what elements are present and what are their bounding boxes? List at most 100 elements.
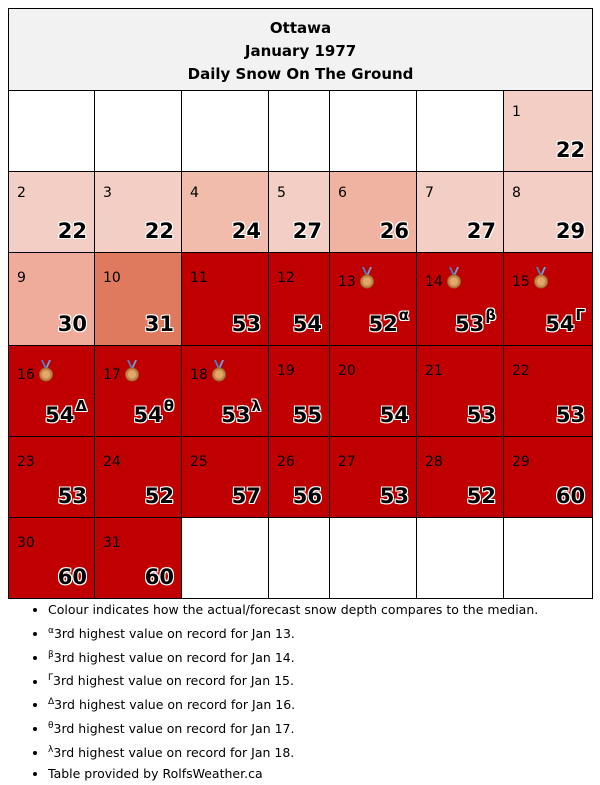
snow-depth-value: 56 [293, 484, 322, 508]
day-cell: 4 24 [181, 171, 269, 253]
snow-depth-value: 24 [232, 219, 261, 243]
record-note-mark: Γ [48, 673, 54, 684]
day-number: 18 [190, 360, 228, 386]
day-cell: 26 56 [268, 436, 330, 518]
day-cell: 29 60 [502, 436, 594, 518]
day-number-text: 17 [103, 367, 121, 383]
snow-depth-number: 24 [231, 219, 261, 243]
snow-depth-value: 52α [368, 306, 409, 336]
day-number: 16 [17, 360, 55, 386]
day-cell: 1 22 [502, 90, 594, 172]
record-note: Γ3rd highest value on record for Jan 15. [48, 668, 600, 692]
record-note-mark: β [48, 649, 54, 660]
snow-depth-number: 22 [555, 138, 586, 162]
record-note-text: 3rd highest value on record for Jan 14. [53, 649, 295, 665]
day-number-text: 1 [512, 104, 521, 120]
snow-depth-number: 22 [144, 219, 174, 243]
record-note-text: 3rd highest value on record for Jan 17. [53, 721, 295, 737]
day-cell: 31 60 [94, 517, 182, 599]
day-number-text: 28 [425, 454, 443, 470]
table-subtitle: Daily Snow On The Ground [187, 65, 414, 83]
snow-depth-value: 31 [145, 312, 174, 336]
snow-depth-number: 54 [545, 312, 575, 336]
snow-depth-value: 54Γ [545, 306, 585, 336]
bronze-medal-icon [210, 360, 228, 382]
day-number-text: 14 [425, 274, 443, 290]
snow-depth-value: 54 [293, 312, 322, 336]
day-cell: 30 60 [8, 517, 95, 599]
snow-depth-value: 26 [380, 219, 409, 243]
day-number: 22 [512, 363, 530, 379]
record-mark: Δ [75, 397, 87, 415]
snow-depth-number: 27 [292, 219, 322, 243]
calendar-week-row: 1 22 [8, 90, 594, 172]
day-number-text: 30 [17, 535, 35, 551]
record-note-text: 3rd highest value on record for Jan 15. [53, 673, 294, 689]
snow-depth-value: 53 [380, 484, 409, 508]
snow-depth-number: 53 [231, 312, 261, 336]
day-cell: 20 54 [329, 345, 417, 437]
snow-depth-value: 29 [556, 219, 585, 243]
snow-depth-value: 55 [293, 403, 322, 427]
day-number: 25 [190, 454, 208, 470]
empty-day-cell [329, 90, 417, 172]
day-number: 14 [425, 267, 463, 293]
snow-depth-number: 52 [466, 484, 496, 508]
calendar-week-row: 9 30 10 31 11 53 12 54 13 52α 14 53β 15 54Γ [8, 252, 594, 346]
day-cell: 18 53λ [181, 345, 269, 437]
day-cell: 3 22 [94, 171, 182, 253]
day-number-text: 23 [17, 454, 35, 470]
snow-depth-value: 53 [467, 403, 496, 427]
day-number: 27 [338, 454, 356, 470]
snow-depth-number: 26 [379, 219, 409, 243]
snow-depth-value: 53 [556, 403, 585, 427]
day-number: 7 [425, 185, 434, 201]
record-note: Δ3rd highest value on record for Jan 16. [48, 692, 600, 716]
empty-day-cell [502, 517, 594, 599]
day-number-text: 3 [103, 185, 112, 201]
empty-day-cell [268, 517, 330, 599]
day-cell: 17 54θ [94, 345, 182, 437]
calendar-week-row: 30 60 31 60 [8, 517, 594, 599]
day-cell: 24 52 [94, 436, 182, 518]
record-mark: θ [163, 397, 174, 415]
calendar-week-row: 2 22 3 22 4 24 5 27 6 26 7 27 8 29 [8, 171, 594, 253]
day-number: 23 [17, 454, 35, 470]
record-note: θ3rd highest value on record for Jan 17. [48, 716, 600, 740]
record-note-mark: α [48, 625, 54, 636]
day-number: 30 [17, 535, 35, 551]
day-number-text: 25 [190, 454, 208, 470]
day-number: 2 [17, 185, 26, 201]
snow-depth-number: 60 [555, 484, 586, 508]
day-number-text: 26 [277, 454, 295, 470]
day-number: 6 [338, 185, 347, 201]
day-number-text: 29 [512, 454, 530, 470]
record-note-text: 3rd highest value on record for Jan 18. [53, 745, 295, 761]
day-cell: 16 54Δ [8, 345, 95, 437]
day-number-text: 10 [103, 270, 121, 286]
snow-depth-value: 22 [58, 219, 87, 243]
snow-depth-value: 54θ [133, 397, 174, 427]
snow-depth-value: 60 [145, 565, 174, 589]
day-number: 17 [103, 360, 141, 386]
day-number-text: 21 [425, 363, 443, 379]
day-number: 8 [512, 185, 521, 201]
snow-depth-number: 60 [57, 565, 87, 589]
record-mark: λ [251, 397, 262, 415]
notes-list: Colour indicates how the actual/forecast… [8, 600, 600, 785]
day-number-text: 15 [512, 274, 530, 290]
snow-depth-number: 54 [292, 312, 322, 336]
snow-depth-value: 53λ [221, 397, 261, 427]
snow-depth-value: 53 [232, 312, 261, 336]
day-cell: 19 55 [268, 345, 330, 437]
day-cell: 5 27 [268, 171, 330, 253]
day-number-text: 2 [17, 185, 26, 201]
empty-day-cell [181, 517, 269, 599]
snow-depth-value: 60 [58, 565, 87, 589]
day-cell: 11 53 [181, 252, 269, 346]
snow-depth-value: 54Δ [45, 397, 87, 427]
calendar-week-row: 23 53 24 52 25 57 26 56 27 53 28 52 29 60 [8, 436, 594, 518]
snow-depth-value: 60 [556, 484, 585, 508]
snow-depth-number: 53 [379, 484, 409, 508]
day-number: 20 [338, 363, 356, 379]
